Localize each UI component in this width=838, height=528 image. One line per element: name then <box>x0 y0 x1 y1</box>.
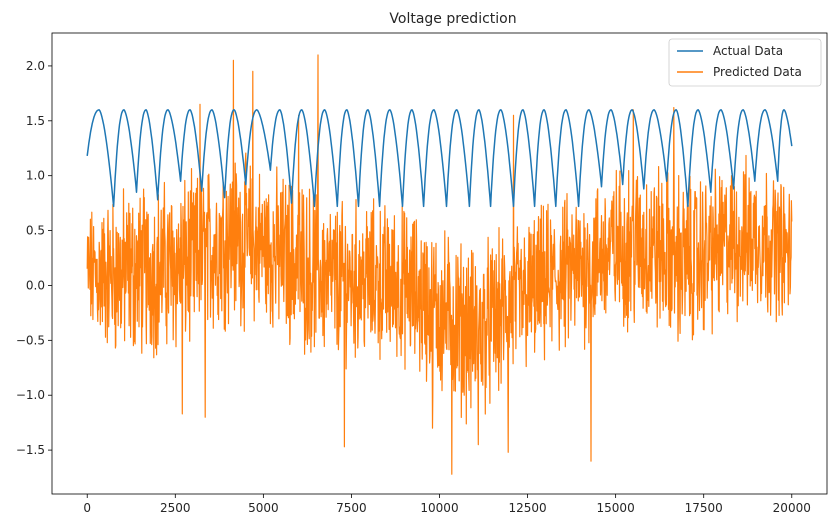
x-tick-label: 10000 <box>420 501 458 515</box>
x-tick-label: 20000 <box>773 501 811 515</box>
legend-box <box>668 38 822 87</box>
x-tick-label: 17500 <box>685 501 723 515</box>
y-tick-label: 0.5 <box>26 224 45 238</box>
legend: Actual Data Predicted Data <box>668 38 822 87</box>
x-tick-label: 5000 <box>248 501 279 515</box>
y-tick-label: 1.5 <box>26 114 45 128</box>
y-tick-label: 2.0 <box>26 59 45 73</box>
series-line-predicted-data <box>86 54 793 475</box>
plot-area <box>86 54 793 475</box>
x-tick-label: 7500 <box>336 501 367 515</box>
y-axis: −1.5 −1.0 −0.5 0.0 0.5 1.0 1.5 2.0 <box>16 59 52 457</box>
y-tick-label: 1.0 <box>26 169 45 183</box>
y-tick-label: −1.5 <box>16 443 45 457</box>
x-tick-label: 2500 <box>160 501 191 515</box>
x-tick-label: 0 <box>83 501 91 515</box>
x-tick-label: 15000 <box>597 501 635 515</box>
legend-label-predicted-data: Predicted Data <box>713 65 802 79</box>
series-line-actual-data <box>86 109 793 208</box>
y-tick-label: −1.0 <box>16 388 45 402</box>
y-tick-label: 0.0 <box>26 278 45 292</box>
legend-label-actual-data: Actual Data <box>713 44 783 58</box>
x-axis: 0 2500 5000 7500 10000 12500 15000 17500 20000 <box>83 494 811 515</box>
y-tick-label: −0.5 <box>16 333 45 347</box>
chart-title: Voltage prediction <box>389 11 516 27</box>
x-tick-label: 12500 <box>508 501 546 515</box>
